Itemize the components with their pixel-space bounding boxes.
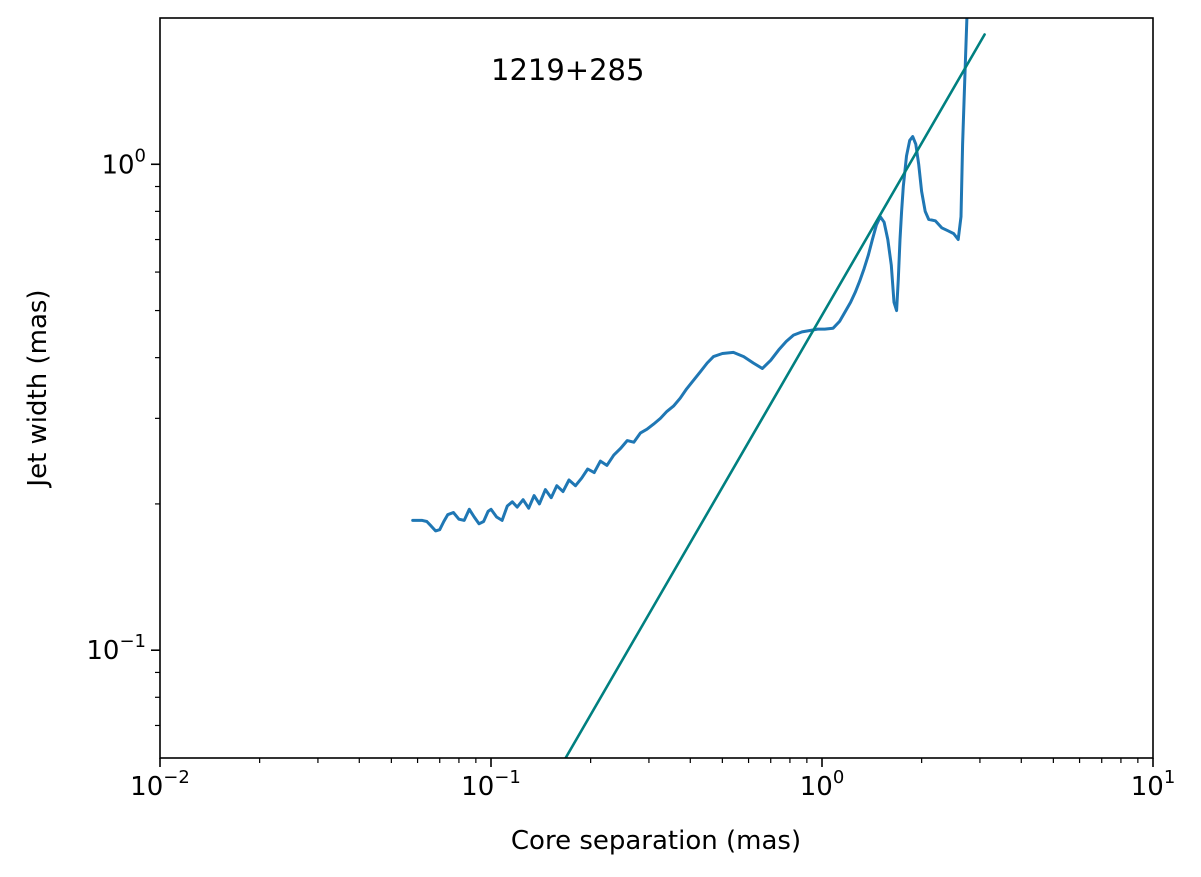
- y-axis-label: Jet width (mas): [23, 289, 53, 488]
- y-tick-label: 100: [101, 145, 146, 180]
- fit-line: [564, 33, 986, 758]
- x-tick-label: 101: [1131, 767, 1176, 802]
- x-axis-label: Core separation (mas): [511, 826, 801, 856]
- measured-width-line: [411, 18, 969, 533]
- x-tick-label: 10−2: [130, 767, 190, 802]
- plot-frame: [159, 17, 1154, 759]
- annotation-label: 1219+285: [491, 53, 644, 87]
- x-tick-label: 100: [800, 767, 845, 802]
- x-tick-label: 10−1: [461, 767, 521, 802]
- y-tick-label: 10−1: [86, 631, 146, 666]
